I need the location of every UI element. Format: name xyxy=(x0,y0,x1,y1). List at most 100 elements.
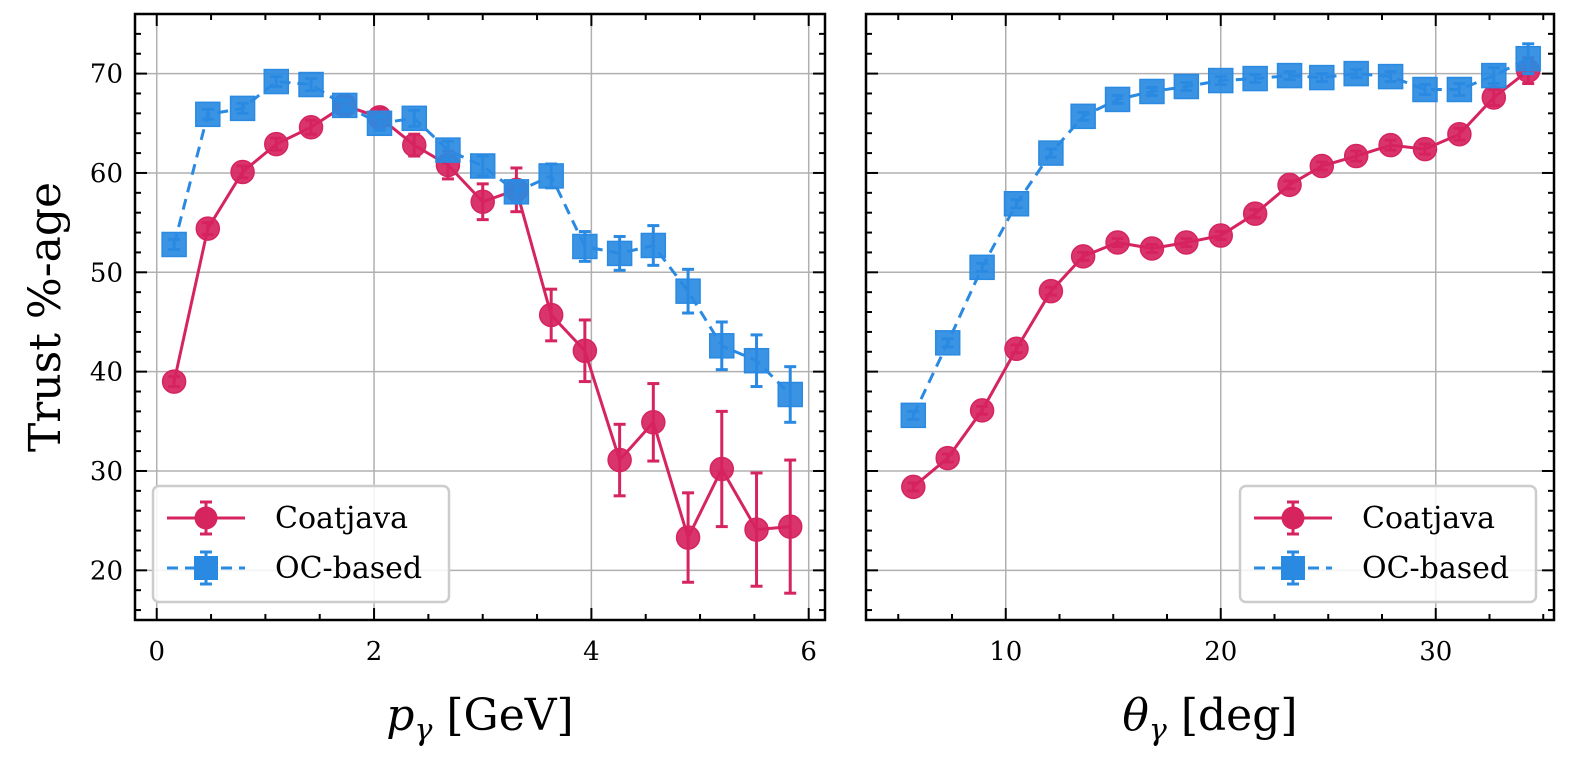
x-axis-title: pγ [GeV] xyxy=(386,690,573,748)
grid xyxy=(866,14,1554,620)
legend-marker xyxy=(1281,506,1305,530)
data-point xyxy=(641,410,666,435)
momentum-panel: 0 2 4 6 20 30 40 50 60 70 Coatjava OC-based pγ [Ge… xyxy=(20,12,827,748)
data-point xyxy=(1139,78,1165,105)
y-tick-label: 20 xyxy=(90,556,123,586)
tick-marks xyxy=(866,13,1554,620)
data-point xyxy=(161,231,187,258)
data-point xyxy=(161,369,187,394)
data-point xyxy=(675,525,701,550)
angle-panel: 10 20 30 Coatjava OC-based θγ [deg] xyxy=(864,12,1556,748)
data-point xyxy=(1276,62,1303,89)
y-tick-label: 70 xyxy=(90,60,123,90)
x-tick-label: 4 xyxy=(583,637,600,667)
plot-frame xyxy=(864,12,1556,622)
data-point xyxy=(1038,140,1064,166)
x-axis-title: θγ [deg] xyxy=(1122,690,1297,748)
y-tick-label: 60 xyxy=(90,159,123,189)
legend-box xyxy=(151,484,451,604)
data-point xyxy=(331,92,358,119)
legend-label: Coatjava xyxy=(275,501,408,536)
data-point xyxy=(743,347,770,374)
data-point xyxy=(969,254,995,281)
series-coatjava xyxy=(901,56,1541,500)
x-tick-label: 30 xyxy=(1419,637,1452,667)
data-point xyxy=(1070,244,1096,269)
data-point xyxy=(1105,230,1130,255)
data-point xyxy=(1038,278,1064,304)
data-point xyxy=(935,445,960,471)
data-point xyxy=(1277,172,1302,198)
legend-marker xyxy=(194,556,218,580)
data-point xyxy=(607,447,632,473)
plot-frame xyxy=(133,12,827,622)
data-point xyxy=(777,381,803,408)
y-tick-label: 30 xyxy=(90,457,123,487)
data-point xyxy=(298,115,324,140)
data-point xyxy=(503,179,530,205)
x-tick-label: 2 xyxy=(366,637,383,667)
data-point xyxy=(1412,136,1438,162)
data-point xyxy=(934,330,961,356)
legend: Coatjava OC-based xyxy=(151,484,451,604)
legend-label: OC-based xyxy=(275,551,422,586)
data-point xyxy=(1515,45,1541,72)
series-line xyxy=(172,80,792,396)
data-point xyxy=(435,137,461,163)
legend-box xyxy=(1238,484,1538,604)
data-point xyxy=(1174,230,1199,255)
data-point xyxy=(744,517,769,542)
data-point xyxy=(1343,143,1369,169)
legend-entry: Coatjava xyxy=(167,500,408,536)
data-point xyxy=(572,338,598,364)
data-point xyxy=(1481,85,1507,110)
data-point xyxy=(606,240,633,267)
y-tick-label: 50 xyxy=(90,258,123,288)
data-point xyxy=(1309,153,1335,179)
x-tick-label: 0 xyxy=(148,637,165,667)
legend-entry: Coatjava xyxy=(1254,500,1495,536)
data-point xyxy=(1377,63,1404,90)
data-point xyxy=(195,216,221,241)
data-point xyxy=(709,456,735,482)
data-point xyxy=(470,189,495,215)
data-point xyxy=(1343,60,1369,87)
data-point xyxy=(1447,121,1472,147)
data-point xyxy=(298,71,324,98)
data-point xyxy=(1208,223,1233,248)
data-point xyxy=(1208,67,1234,94)
data-point xyxy=(640,232,667,259)
data-point xyxy=(229,95,256,122)
data-point xyxy=(1242,65,1268,92)
data-point xyxy=(1412,76,1438,103)
series-oc-based xyxy=(900,42,1541,429)
data-point xyxy=(1004,336,1029,362)
y-tick-label: 40 xyxy=(90,358,123,388)
tick-marks xyxy=(135,13,825,620)
data-point xyxy=(366,110,393,137)
data-point xyxy=(1481,62,1507,89)
series-layer xyxy=(161,68,803,595)
legend-label: Coatjava xyxy=(1362,501,1495,536)
data-point xyxy=(969,398,995,423)
x-tick-label: 20 xyxy=(1204,637,1237,667)
data-point xyxy=(1173,73,1200,100)
data-point xyxy=(675,278,701,304)
x-axis-label: θγ [deg] xyxy=(1122,690,1297,748)
data-point xyxy=(1446,76,1473,103)
data-point xyxy=(1139,236,1165,261)
data-point xyxy=(263,68,290,95)
data-point xyxy=(900,402,927,429)
tick-labels: 10 20 30 xyxy=(989,637,1452,667)
data-point xyxy=(1070,103,1096,130)
data-point xyxy=(1309,64,1335,91)
x-tick-label: 10 xyxy=(989,637,1022,667)
data-point xyxy=(1242,201,1268,226)
data-point xyxy=(901,474,926,500)
data-point xyxy=(195,101,221,128)
data-point xyxy=(264,131,289,157)
legend-marker xyxy=(194,506,218,530)
series-layer xyxy=(900,42,1541,500)
data-point xyxy=(402,132,427,158)
